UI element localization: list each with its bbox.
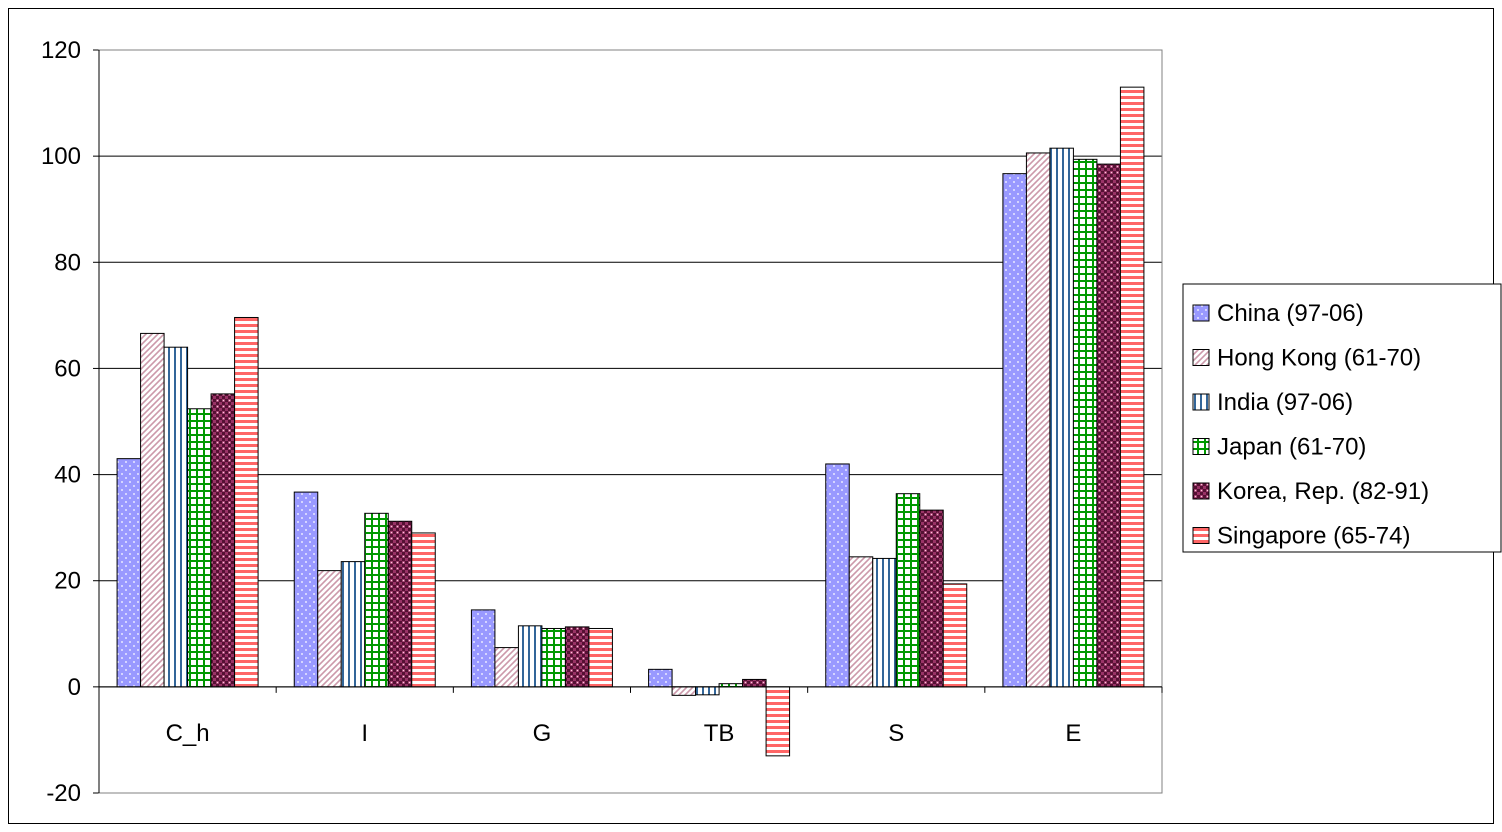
y-tick-label: 20 — [54, 568, 81, 595]
bar — [364, 512, 389, 688]
bar — [494, 647, 519, 688]
legend-swatch — [1192, 527, 1210, 544]
bar — [564, 626, 590, 688]
bar — [293, 491, 319, 688]
bar — [848, 556, 874, 688]
y-tick-label: 100 — [41, 143, 81, 170]
bar — [116, 458, 142, 688]
y-tick-label: 80 — [54, 249, 81, 276]
x-tick-label: C_h — [166, 720, 210, 747]
bar — [210, 393, 236, 688]
bar — [187, 408, 212, 688]
legend-swatch — [1192, 304, 1210, 322]
y-tick-label: -20 — [46, 780, 81, 807]
bar — [234, 316, 259, 688]
bar — [1002, 173, 1027, 688]
bar — [648, 668, 673, 688]
y-tick-label: 120 — [41, 37, 81, 64]
bar — [919, 509, 944, 688]
x-tick-label: G — [533, 720, 552, 747]
legend-label: China (97-06) — [1217, 300, 1364, 327]
bar — [588, 627, 613, 688]
x-tick-label: TB — [704, 720, 735, 747]
legend-swatch — [1192, 349, 1210, 366]
x-tick-label: I — [361, 720, 368, 747]
bar — [742, 678, 767, 688]
bar — [765, 686, 791, 757]
bars — [116, 86, 1145, 757]
bar — [942, 583, 968, 688]
bar — [1096, 163, 1121, 688]
bar — [695, 686, 720, 696]
bar — [317, 570, 342, 688]
legend-label: Hong Kong (61-70) — [1217, 345, 1421, 372]
legend-box — [1182, 283, 1502, 553]
bar — [163, 346, 189, 688]
bar — [1072, 158, 1098, 688]
bar — [387, 520, 413, 688]
bar — [340, 561, 366, 688]
bar — [411, 532, 436, 688]
y-tick-label: 60 — [54, 355, 81, 382]
legend-label: Korea, Rep. (82-91) — [1217, 478, 1429, 505]
legend-label: India (97-06) — [1217, 389, 1353, 416]
bar — [1119, 86, 1145, 688]
bar — [1025, 152, 1051, 688]
y-tick-label: 0 — [68, 674, 81, 701]
legend-swatch — [1192, 438, 1210, 455]
bar — [825, 463, 850, 688]
bar — [140, 332, 165, 688]
legend-swatch — [1192, 482, 1210, 500]
bar — [517, 625, 543, 688]
legend-swatch — [1192, 393, 1210, 411]
bar — [541, 627, 566, 688]
legend: China (97-06) Hong Kong (61-70) India (97-… — [1182, 283, 1502, 553]
x-tick-label: S — [888, 720, 904, 747]
bar — [1049, 147, 1074, 688]
bar — [895, 493, 921, 688]
legend-label: Singapore (65-74) — [1217, 523, 1410, 550]
y-tick-label: 40 — [54, 462, 81, 489]
bar — [470, 609, 496, 688]
legend-label: Japan (61-70) — [1217, 434, 1366, 461]
bar — [872, 557, 897, 688]
x-tick-label: E — [1065, 720, 1081, 747]
bar — [671, 686, 697, 696]
axes: -20 0 20 40 60 80 100 120 C_h I G TB S E — [41, 37, 1163, 807]
